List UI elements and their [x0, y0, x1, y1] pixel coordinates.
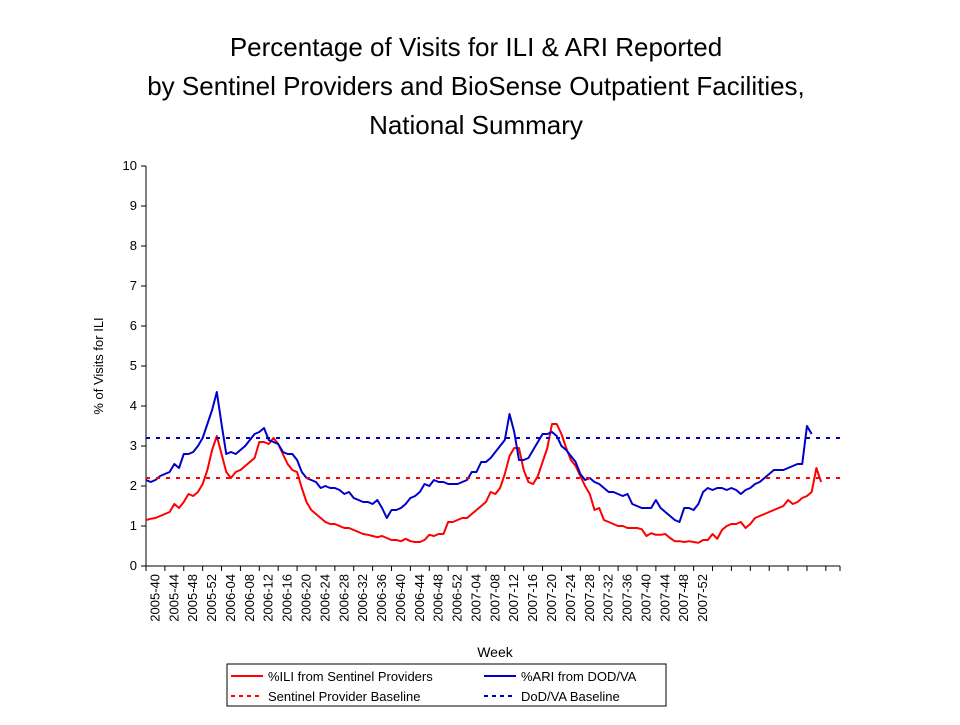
y-tick-label: 10	[123, 158, 137, 173]
series-group	[145, 391, 840, 544]
x-tick-label: 2007-52	[695, 574, 710, 622]
x-axis-label: Week	[477, 644, 514, 660]
x-tick-label: 2006-48	[431, 574, 446, 622]
x-tick-label: 2007-48	[676, 574, 691, 622]
x-tick-label: 2006-24	[317, 574, 332, 622]
x-tick-label: 2006-20	[299, 574, 314, 622]
legend-label-ari: %ARI from DOD/VA	[521, 669, 637, 684]
x-tick-label: 2007-12	[506, 574, 521, 622]
legend-label-ili: %ILI from Sentinel Providers	[268, 669, 433, 684]
x-tick-label: 2006-40	[393, 574, 408, 622]
y-axis-label: % of Visits for ILI	[91, 317, 106, 414]
x-tick-label: 2005-44	[166, 574, 181, 622]
y-tick-label: 1	[130, 518, 137, 533]
y-tick-label: 6	[130, 318, 137, 333]
y-axis: 0 1 2 3 4 5 6 7 8 9 10	[123, 158, 147, 573]
y-tick-label: 7	[130, 278, 137, 293]
x-tick-label: 2006-08	[242, 574, 257, 622]
x-tick-label: 2006-28	[336, 574, 351, 622]
x-tick-label: 2005-52	[204, 574, 219, 622]
x-tick-label: 2007-40	[638, 574, 653, 622]
series-line-ari	[145, 391, 813, 523]
x-tick-label: 2005-40	[147, 574, 162, 622]
legend-label-dodva-baseline: DoD/VA Baseline	[521, 689, 620, 704]
x-tick-label: 2005-48	[185, 574, 200, 622]
x-tick-label: 2006-52	[450, 574, 465, 622]
y-tick-label: 9	[130, 198, 137, 213]
x-tick-label: 2006-16	[280, 574, 295, 622]
y-tick-label: 8	[130, 238, 137, 253]
x-tick-label: 2006-12	[261, 574, 276, 622]
legend-box	[226, 663, 667, 707]
x-tick-label: 2006-36	[374, 574, 389, 622]
x-tick-label: 2006-44	[412, 574, 427, 622]
legend-label-sentinel-baseline: Sentinel Provider Baseline	[268, 689, 420, 704]
chart-title: Percentage of Visits for ILI & ARI Repor…	[147, 32, 805, 140]
x-tick-label: 2007-32	[601, 574, 616, 622]
y-tick-label: 4	[130, 398, 137, 413]
chart-title-line-2: by Sentinel Providers and BioSense Outpa…	[147, 71, 805, 101]
chart-title-line-3: National Summary	[369, 110, 583, 140]
x-tick-label: 2006-04	[223, 574, 238, 622]
x-tick-label: 2006-32	[355, 574, 370, 622]
x-tick-label: 2007-16	[525, 574, 540, 622]
x-axis: 2005-40 2005-44 2005-48 2005-52 2006-04 2006-…	[145, 565, 841, 622]
x-tick-label: 2007-08	[487, 574, 502, 622]
x-tick-label: 2007-24	[563, 574, 578, 622]
y-tick-label: 2	[130, 478, 137, 493]
x-tick-label: 2007-04	[468, 574, 483, 622]
legend: %ILI from Sentinel Providers %ARI from D…	[226, 663, 667, 707]
series-line-ili	[145, 423, 823, 544]
x-tick-label: 2007-20	[544, 574, 559, 622]
x-tick-label: 2007-36	[620, 574, 635, 622]
y-tick-label: 5	[130, 358, 137, 373]
x-tick-label: 2007-28	[582, 574, 597, 622]
x-tick-label: 2007-44	[657, 574, 672, 622]
chart-title-line-1: Percentage of Visits for ILI & ARI Repor…	[230, 32, 722, 62]
y-tick-label: 3	[130, 438, 137, 453]
y-tick-label: 0	[130, 558, 137, 573]
